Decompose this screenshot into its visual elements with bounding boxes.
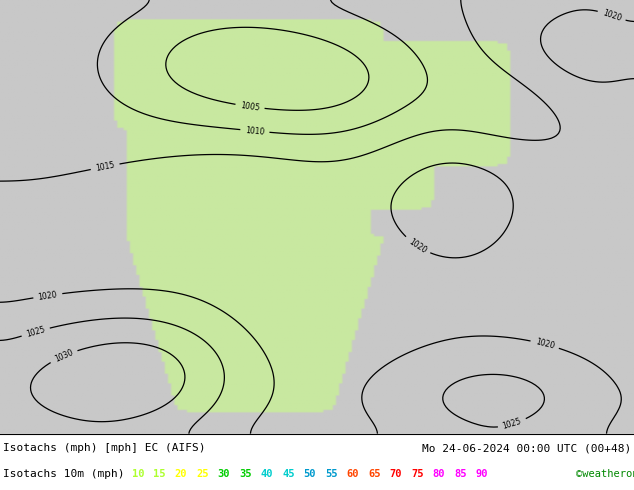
Text: 1005: 1005 — [240, 101, 260, 112]
Text: 55: 55 — [325, 469, 338, 479]
Text: 1020: 1020 — [37, 290, 58, 301]
Text: 50: 50 — [304, 469, 316, 479]
Text: 45: 45 — [282, 469, 295, 479]
Text: 20: 20 — [175, 469, 187, 479]
Text: Isotachs 10m (mph): Isotachs 10m (mph) — [3, 469, 124, 479]
Text: 85: 85 — [454, 469, 467, 479]
Text: 65: 65 — [368, 469, 381, 479]
Text: 80: 80 — [433, 469, 445, 479]
Text: 70: 70 — [390, 469, 402, 479]
Text: 90: 90 — [476, 469, 488, 479]
Text: 1020: 1020 — [601, 8, 622, 23]
Text: Mo 24-06-2024 00:00 UTC (00+48): Mo 24-06-2024 00:00 UTC (00+48) — [422, 443, 631, 453]
Text: Isotachs (mph) [mph] EC (AIFS): Isotachs (mph) [mph] EC (AIFS) — [3, 443, 205, 453]
Text: 1020: 1020 — [534, 338, 555, 351]
Text: 1010: 1010 — [245, 125, 265, 136]
Text: 10: 10 — [132, 469, 145, 479]
Text: 35: 35 — [239, 469, 252, 479]
Text: 40: 40 — [261, 469, 273, 479]
Text: ©weatheronline.co.uk: ©weatheronline.co.uk — [576, 469, 634, 479]
Text: 1025: 1025 — [25, 325, 46, 339]
Text: 60: 60 — [347, 469, 359, 479]
Text: 1030: 1030 — [53, 348, 74, 364]
Text: 1025: 1025 — [501, 417, 522, 431]
Text: 25: 25 — [197, 469, 209, 479]
Text: 15: 15 — [153, 469, 165, 479]
Text: 30: 30 — [217, 469, 230, 479]
Text: 1020: 1020 — [407, 237, 428, 255]
Text: 1015: 1015 — [95, 160, 115, 173]
Text: 75: 75 — [411, 469, 424, 479]
